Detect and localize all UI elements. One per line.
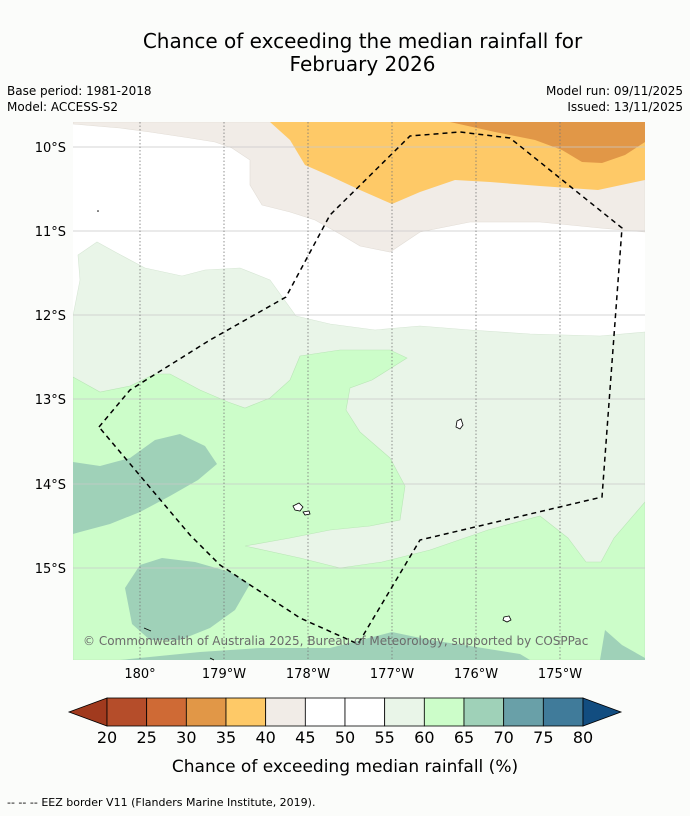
title-line-1: Chance of exceeding the median rainfall … — [142, 29, 583, 53]
band-65-70-south — [125, 558, 250, 640]
band-65-70-bottom — [120, 632, 530, 660]
colorbar-segment — [344, 697, 386, 727]
colorbar-segment — [542, 697, 584, 727]
colorbar-tick-label: 50 — [335, 728, 355, 747]
longitude-labels: 180° 179°W 178°W 177°W 176°W 175°W — [124, 667, 582, 682]
lon-label: 180° — [124, 667, 155, 682]
colorbar-segment — [265, 697, 306, 727]
footer-legend: -- -- -- EEZ border V11 (Flanders Marine… — [7, 796, 315, 809]
colorbar-segment — [225, 697, 267, 727]
title-line-2: February 2026 — [289, 52, 436, 76]
colorbar-tick-label: 45 — [295, 728, 315, 747]
colorbar-tick-label: 65 — [454, 728, 474, 747]
islet-north — [97, 210, 99, 212]
colorbar: 20 25 30 35 40 45 50 55 60 65 70 75 80 — [67, 697, 623, 747]
meta-left: Base period: 1981-2018 Model: ACCESS-S2 — [7, 83, 152, 115]
lon-label: 177°W — [370, 667, 414, 682]
map-figure: © Commonwealth of Australia 2025, Bureau… — [35, 122, 645, 747]
colorbar-tick-label: 55 — [374, 728, 394, 747]
colorbar-segment — [463, 697, 505, 727]
band-65-70-corner — [600, 630, 645, 660]
colorbar-segment — [146, 697, 187, 727]
colorbar-segment — [503, 697, 544, 727]
lat-label: 12°S — [35, 309, 66, 324]
colorbar-tick-label: 35 — [216, 728, 236, 747]
lat-label: 13°S — [35, 393, 66, 408]
colorbar-label: Chance of exceeding median rainfall (%) — [171, 757, 519, 777]
lon-label: 175°W — [538, 667, 582, 682]
lat-label: 15°S — [35, 562, 66, 577]
lon-label: 178°W — [286, 667, 330, 682]
eez-legend-text: EEZ border V11 (Flanders Marine Institut… — [41, 796, 316, 809]
island-uvea — [455, 418, 464, 430]
eez-border — [98, 131, 623, 645]
colorbar-tick-label: 60 — [414, 728, 434, 747]
colorbar-segment — [304, 697, 346, 727]
lat-label: 14°S — [35, 478, 66, 493]
colorbar-under-triangle — [67, 697, 108, 727]
colorbar-segment — [185, 697, 227, 727]
model-name: Model: ACCESS-S2 — [7, 100, 119, 114]
island-south — [502, 615, 512, 623]
colorbar-segment — [106, 697, 148, 727]
base-period: Base period: 1981-2018 — [7, 84, 152, 98]
lat-label: 10°S — [35, 141, 66, 156]
latitude-labels: 10°S 11°S 12°S 13°S 14°S 15°S — [35, 141, 66, 577]
islands — [97, 210, 512, 661]
island-alofi — [302, 510, 311, 516]
colorbar-tick-label: 30 — [176, 728, 196, 747]
colorbar-tick-label: 25 — [136, 728, 156, 747]
colorbar-tick-label: 80 — [573, 728, 593, 747]
lat-label: 11°S — [35, 225, 66, 240]
longitude-gridlines — [139, 122, 561, 660]
island-futuna — [292, 502, 304, 512]
island-fiji-ne — [143, 627, 152, 632]
island-bottom — [209, 657, 215, 661]
model-run: Model run: 09/11/2025 — [545, 84, 683, 98]
chart-title: Chance of exceeding the median rainfall … — [0, 30, 690, 76]
colorbar-tick-label: 70 — [493, 728, 513, 747]
eez-legend-symbol: -- -- -- — [7, 796, 38, 809]
colorbar-segment — [423, 697, 465, 727]
colorbar-segment — [384, 697, 425, 727]
lon-label: 179°W — [202, 667, 246, 682]
colorbar-tick-label: 20 — [97, 728, 117, 747]
rainfall-probability-layer — [73, 122, 645, 660]
band-30-35 — [450, 122, 645, 163]
lon-label: 176°W — [454, 667, 498, 682]
colorbar-tick-label: 40 — [255, 728, 275, 747]
meta-right: Model run: 09/11/2025 Issued: 13/11/2025 — [546, 83, 683, 115]
copyright-text: © Commonwealth of Australia 2025, Bureau… — [83, 634, 588, 648]
latitude-gridlines — [73, 146, 645, 569]
colorbar-over-triangle — [582, 697, 623, 727]
issued-date: Issued: 13/11/2025 — [567, 100, 683, 114]
colorbar-tick-label: 75 — [533, 728, 553, 747]
